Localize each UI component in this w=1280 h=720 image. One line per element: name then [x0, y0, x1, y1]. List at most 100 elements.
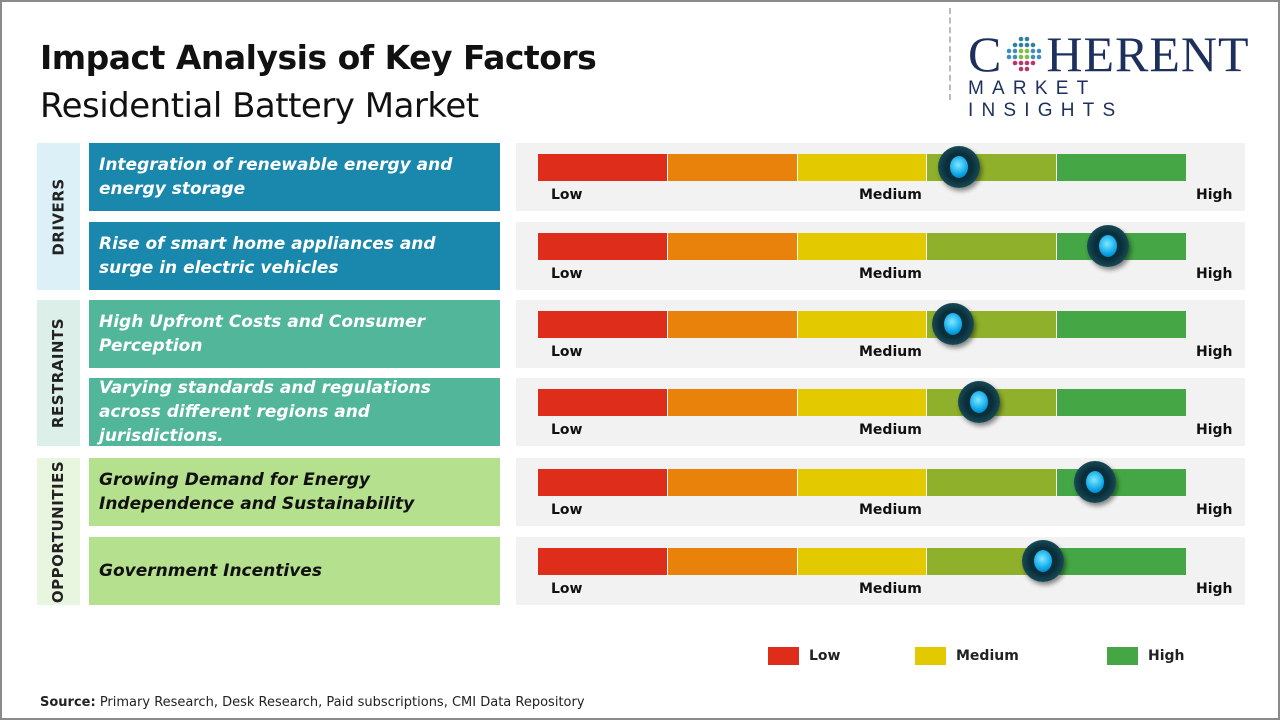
scale-label: Low	[551, 581, 583, 597]
source-note: Source: Primary Research, Desk Research,…	[40, 695, 585, 710]
scale-label: Medium	[859, 344, 922, 360]
legend-swatch	[768, 647, 799, 665]
category-label: RESTRAINTS	[49, 317, 68, 429]
globe-dot	[1013, 42, 1018, 48]
scale-label: Low	[551, 502, 583, 518]
globe-dot	[1037, 48, 1042, 54]
legend-medium: Medium	[915, 647, 1019, 665]
scale-label: Low	[551, 422, 583, 438]
impact-gauge: Low Medium High	[516, 458, 1245, 526]
logo-tagline: MARKET INSIGHTS	[968, 78, 1124, 121]
gauge-bar	[538, 154, 1186, 181]
globe-dot	[1007, 54, 1012, 60]
gauge-segment	[538, 389, 668, 416]
gauge-segment	[1057, 311, 1186, 338]
globe-dot	[1013, 54, 1018, 60]
gauge-knob-icon	[938, 146, 981, 188]
scale-label: High	[1196, 581, 1233, 597]
scale-label: Medium	[859, 187, 922, 203]
globe-dot	[1031, 48, 1036, 54]
factor-label: Growing Demand for Energy Independence a…	[89, 458, 500, 526]
globe-dot	[1025, 48, 1030, 54]
scale-label: Medium	[859, 502, 922, 518]
scale-label: Medium	[859, 266, 922, 282]
scale-label: High	[1196, 344, 1233, 360]
impact-gauge: Low Medium High	[516, 378, 1245, 446]
source-text: Primary Research, Desk Research, Paid su…	[95, 695, 585, 710]
globe-dot	[1019, 66, 1024, 72]
factor-label: Integration of renewable energy and ener…	[89, 143, 500, 211]
legend-label: Low	[809, 648, 841, 664]
globe-dot	[1025, 54, 1030, 60]
impact-gauge: Low Medium High	[516, 143, 1245, 211]
globe-dot	[1025, 36, 1030, 42]
gauge-segment	[797, 389, 928, 416]
scale-label: High	[1196, 422, 1233, 438]
gauge-segment	[667, 233, 798, 260]
legend-swatch	[1107, 647, 1138, 665]
scale-label: Medium	[859, 581, 922, 597]
globe-dot	[1037, 54, 1042, 60]
impact-gauge: Low Medium High	[516, 222, 1245, 290]
gauge-bar	[538, 389, 1186, 416]
coherent-logo: C HERENT MARKET INSIGHTS	[968, 26, 1263, 122]
factor-label: Rise of smart home appliances and surge …	[89, 222, 500, 290]
gauge-knob-icon	[957, 381, 1000, 423]
gauge-segment	[667, 389, 798, 416]
category-label: DRIVERS	[49, 177, 68, 256]
gauge-segment	[927, 233, 1058, 260]
gauge-segment	[667, 469, 798, 496]
gauge-knob-icon	[931, 303, 974, 345]
gauge-bar	[538, 311, 1186, 338]
page-subtitle: Residential Battery Market	[40, 86, 479, 126]
gauge-knob-icon	[1087, 225, 1130, 267]
category-opportunities: OPPORTUNITIES	[37, 458, 80, 605]
gauge-segment	[797, 154, 928, 181]
globe-dot	[1013, 48, 1018, 54]
logo-word: HERENT	[1046, 26, 1250, 82]
scale-label: Low	[551, 344, 583, 360]
gauge-segment	[1057, 154, 1186, 181]
gauge-segment	[538, 154, 668, 181]
gauge-segment	[538, 548, 668, 575]
legend-swatch	[915, 647, 946, 665]
gauge-segment	[538, 311, 668, 338]
category-restraints: RESTRAINTS	[37, 300, 80, 446]
gauge-segment	[538, 233, 668, 260]
gauge-segment	[797, 233, 928, 260]
gauge-segment	[927, 469, 1058, 496]
gauge-segment	[797, 311, 928, 338]
gauge-segment	[1057, 548, 1186, 575]
globe-icon	[1007, 36, 1042, 72]
globe-dot	[1025, 42, 1030, 48]
globe-dot	[1031, 42, 1036, 48]
scale-label: High	[1196, 266, 1233, 282]
globe-dot	[1019, 48, 1024, 54]
impact-gauge: Low Medium High	[516, 300, 1245, 368]
gauge-knob-icon	[1074, 461, 1117, 503]
globe-dot	[1025, 66, 1030, 72]
scale-label: Low	[551, 266, 583, 282]
scale-label: High	[1196, 187, 1233, 203]
globe-dot	[1031, 54, 1036, 60]
source-label: Source:	[40, 695, 96, 710]
gauge-segment	[1057, 389, 1186, 416]
globe-dot	[1019, 42, 1024, 48]
globe-dot	[1019, 60, 1024, 66]
globe-dot	[1019, 54, 1024, 60]
category-label: OPPORTUNITIES	[49, 460, 68, 603]
legend-low: Low	[768, 647, 840, 665]
gauge-bar	[538, 233, 1186, 260]
impact-gauge: Low Medium High	[516, 537, 1245, 605]
globe-dot	[1007, 48, 1012, 54]
globe-dot	[1019, 36, 1024, 42]
factor-label: High Upfront Costs and Consumer Percepti…	[89, 300, 500, 368]
globe-dot	[1013, 60, 1018, 66]
factor-label: Government Incentives	[89, 537, 500, 605]
factor-label: Varying standards and regulations across…	[89, 378, 500, 446]
globe-dot	[1031, 60, 1036, 66]
legend-label: Medium	[956, 648, 1019, 664]
gauge-segment	[667, 548, 798, 575]
page-title: Impact Analysis of Key Factors	[40, 38, 597, 77]
